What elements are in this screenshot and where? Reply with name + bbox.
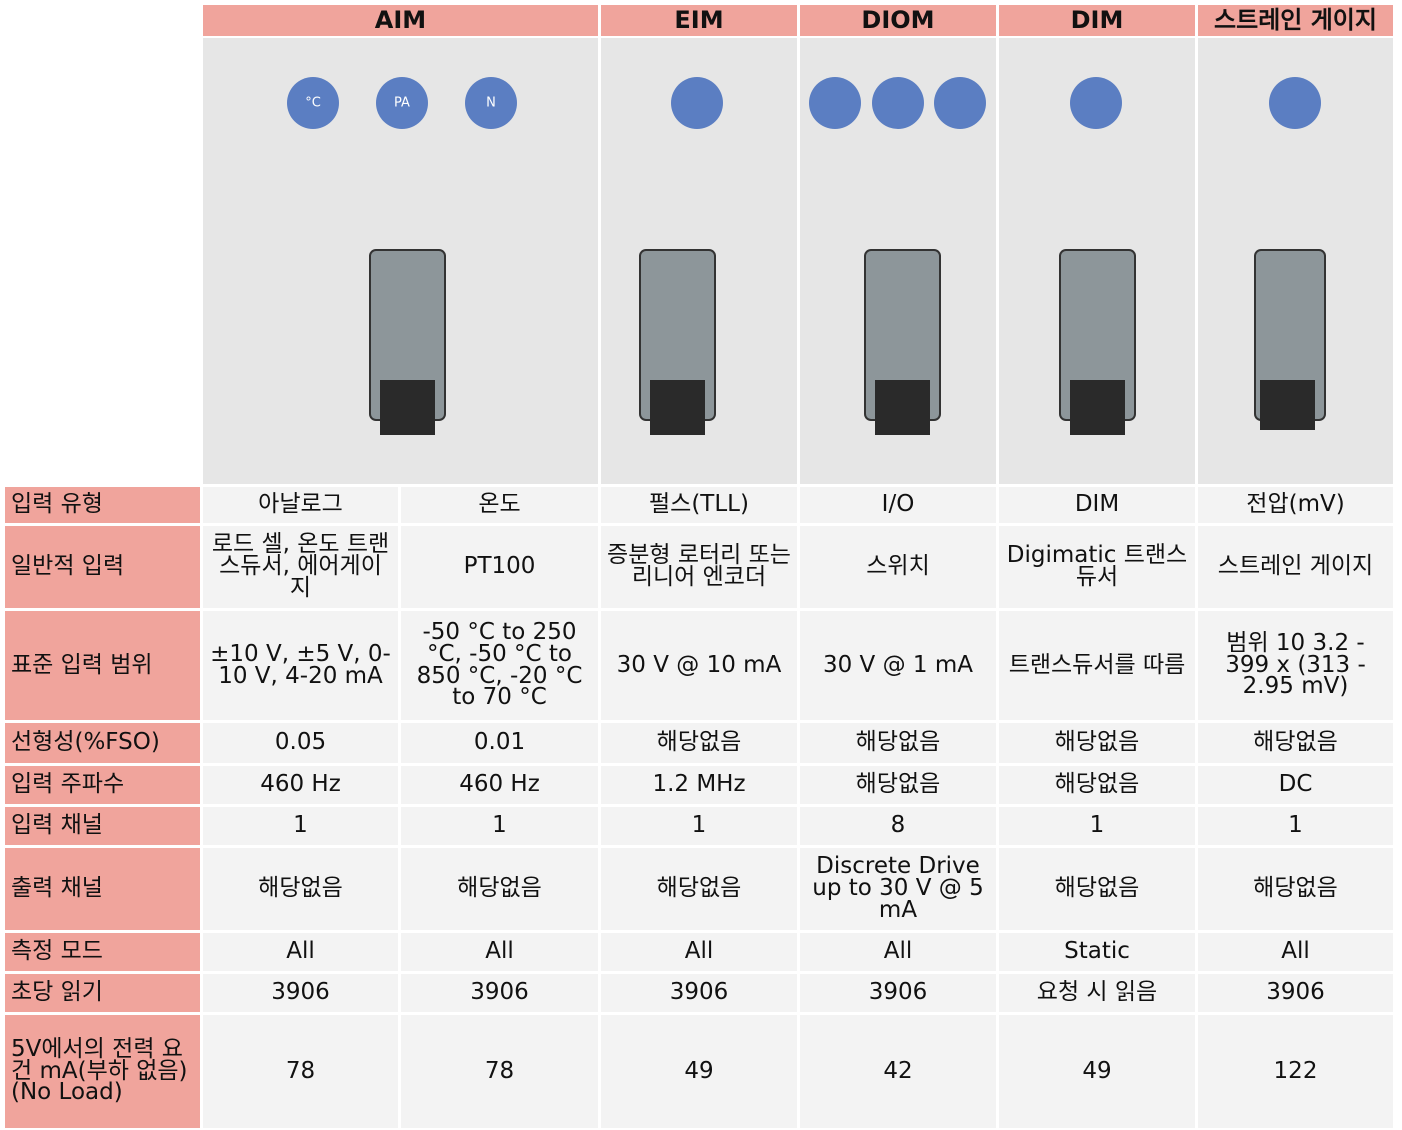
row-label: 표준 입력 범위	[5, 611, 200, 720]
table-cell: 아날로그	[203, 487, 398, 523]
table-cell: DC	[1198, 766, 1393, 804]
table-cell: All	[401, 933, 598, 971]
table-cell: 3906	[1198, 974, 1393, 1012]
table-cell: -50 °C to 250 °C, -50 °C to 850 °C, -20 …	[401, 611, 598, 720]
table-cell: 1	[401, 807, 598, 845]
table-cell: 해당없음	[401, 848, 598, 930]
table-cell: 범위 10 3.2 - 399 x (313 - 2.95 mV)	[1198, 611, 1393, 720]
table-cell: 1.2 MHz	[601, 766, 797, 804]
table-cell: 해당없음	[1198, 848, 1393, 930]
table-cell: 전압(mV)	[1198, 487, 1393, 523]
table-cell: 온도	[401, 487, 598, 523]
table-cell: 해당없음	[800, 723, 996, 763]
table-cell: 3906	[203, 974, 398, 1012]
table-cell: 증분형 로터리 또는 리니어 엔코더	[601, 526, 797, 608]
table-cell: 3906	[401, 974, 598, 1012]
table-cell: 로드 셀, 온도 트랜스듀서, 에어게이지	[203, 526, 398, 608]
column-header: DIM	[999, 5, 1195, 36]
table-cell: All	[800, 933, 996, 971]
table-cell: 122	[1198, 1015, 1393, 1128]
table-cell: DIM	[999, 487, 1195, 523]
table-cell: 30 V @ 1 mA	[800, 611, 996, 720]
table-cell: Discrete Drive up to 30 V @ 5 mA	[800, 848, 996, 930]
table-cell: I/O	[800, 487, 996, 523]
table-cell: 460 Hz	[401, 766, 598, 804]
row-label: 입력 채널	[5, 807, 200, 845]
column-header: EIM	[601, 5, 797, 36]
table-cell: 해당없음	[203, 848, 398, 930]
table-cell: 1	[999, 807, 1195, 845]
row-label: 입력 유형	[5, 487, 200, 523]
table-cell: 3906	[800, 974, 996, 1012]
table-cell: Digimatic 트랜스듀서	[999, 526, 1195, 608]
row-label: 일반적 입력	[5, 526, 200, 608]
table-cell: 49	[601, 1015, 797, 1128]
table-cell: 펄스(TLL)	[601, 487, 797, 523]
table-cell: 1	[1198, 807, 1393, 845]
table-cell: PT100	[401, 526, 598, 608]
table-cell: All	[1198, 933, 1393, 971]
table-cell: All	[203, 933, 398, 971]
table-cell: 해당없음	[999, 848, 1195, 930]
table-cell: 해당없음	[601, 723, 797, 763]
column-header: AIM	[203, 5, 598, 36]
table-cell: 42	[800, 1015, 996, 1128]
table-cell: 3906	[601, 974, 797, 1012]
table-cell: 0.01	[401, 723, 598, 763]
table-cell: 460 Hz	[203, 766, 398, 804]
table-cell: 스트레인 게이지	[1198, 526, 1393, 608]
row-label: 출력 채널	[5, 848, 200, 930]
table-cell: Static	[999, 933, 1195, 971]
table-cell: 해당없음	[800, 766, 996, 804]
table-cell: 8	[800, 807, 996, 845]
icon-label: PA	[394, 96, 410, 111]
table-cell: 1	[601, 807, 797, 845]
column-header: 스트레인 게이지	[1198, 5, 1393, 36]
table-cell: ±10 V, ±5 V, 0-10 V, 4-20 mA	[203, 611, 398, 720]
table-cell: All	[601, 933, 797, 971]
row-label: 5V에서의 전력 요건 mA(부하 없음)(No Load)	[5, 1015, 200, 1128]
table-cell: 요청 시 읽음	[999, 974, 1195, 1012]
table-cell: 트랜스듀서를 따름	[999, 611, 1195, 720]
table-cell: 30 V @ 10 mA	[601, 611, 797, 720]
column-header: DIOM	[800, 5, 996, 36]
table-cell: 해당없음	[1198, 723, 1393, 763]
row-label: 선형성(%FSO)	[5, 723, 200, 763]
row-label: 측정 모드	[5, 933, 200, 971]
table-cell: 스위치	[800, 526, 996, 608]
table-cell: 78	[203, 1015, 398, 1128]
table-cell: 78	[401, 1015, 598, 1128]
table-cell: 해당없음	[999, 766, 1195, 804]
icon-label: °C	[305, 96, 321, 111]
table-cell: 1	[203, 807, 398, 845]
icon-label: N	[486, 96, 496, 111]
row-label: 초당 읽기	[5, 974, 200, 1012]
table-cell: 0.05	[203, 723, 398, 763]
row-label: 입력 주파수	[5, 766, 200, 804]
table-cell: 해당없음	[999, 723, 1195, 763]
table-cell: 해당없음	[601, 848, 797, 930]
table-cell: 49	[999, 1015, 1195, 1128]
